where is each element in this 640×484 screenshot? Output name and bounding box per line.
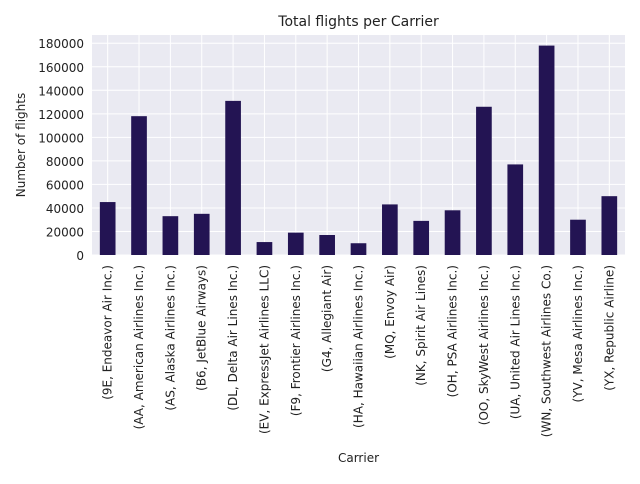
x-tick-label: (NK, Spirit Air Lines) [414,265,428,386]
bar [570,219,586,255]
y-tick-label: 20000 [46,225,84,239]
bar [507,164,524,255]
bar [350,243,367,255]
bar [319,235,335,255]
x-tick-label: (9E, Endeavor Air Inc.) [101,265,115,400]
y-tick-label: 140000 [38,84,84,98]
x-tick-label: (DL, Delta Air Lines Inc.) [226,265,240,411]
x-tick-label: (YV, Mesa Airlines Inc.) [571,265,585,402]
bar [193,213,210,255]
chart-title: Total flights per Carrier [277,14,439,30]
y-tick-label: 100000 [38,131,84,145]
y-axis-label: Number of flights [14,93,28,197]
bar [601,196,618,255]
x-axis-label: Carrier [338,451,379,465]
x-tick-label: (OO, SkyWest Airlines Inc.) [477,265,491,425]
x-tick-label: (B6, JetBlue Airways) [195,265,209,391]
x-tick-label: (YX, Republic Airline) [602,265,616,391]
x-tick-label: (WN, Southwest Airlines Co.) [540,265,554,437]
y-tick-label: 80000 [46,155,84,169]
bar [162,216,179,255]
y-tick-label: 60000 [46,178,84,192]
y-tick-label: 40000 [46,202,84,216]
bar [538,45,555,256]
bar [99,202,116,255]
y-tick-label: 0 [76,249,84,263]
y-tick-label: 160000 [38,61,84,75]
bar [413,220,430,255]
x-tick-label: (UA, United Air Lines Inc.) [508,265,522,419]
bars [99,45,618,256]
x-tick-label: (MQ, Envoy Air) [383,265,397,359]
bar [287,232,304,255]
x-tick-label: (G4, Allegiant Air) [320,265,334,372]
x-tick-label: (EV, ExpressJet Airlines LLC) [257,265,271,434]
bar [382,204,398,255]
x-tick-label: (AS, Alaska Airlines Inc.) [163,265,177,411]
y-tick-label: 120000 [38,108,84,122]
bar [225,100,241,255]
bar [256,242,273,255]
x-tick-label: (AA, American Airlines Inc.) [132,265,146,429]
x-tick-label: (HA, Hawaiian Airlines Inc.) [352,265,366,428]
y-tick-label: 180000 [38,37,84,51]
x-tick-label: (OH, PSA Airlines Inc.) [446,265,460,397]
x-axis-ticks: (9E, Endeavor Air Inc.) (AA, American Air… [101,265,617,437]
y-axis-ticks: 0 20000 40000 60000 80000 100000 120000 140000 1… [38,37,84,263]
x-tick-label: (F9, Frontier Airlines Inc.) [289,265,303,416]
bar [444,210,461,255]
bar [476,106,492,255]
bar [131,116,147,255]
